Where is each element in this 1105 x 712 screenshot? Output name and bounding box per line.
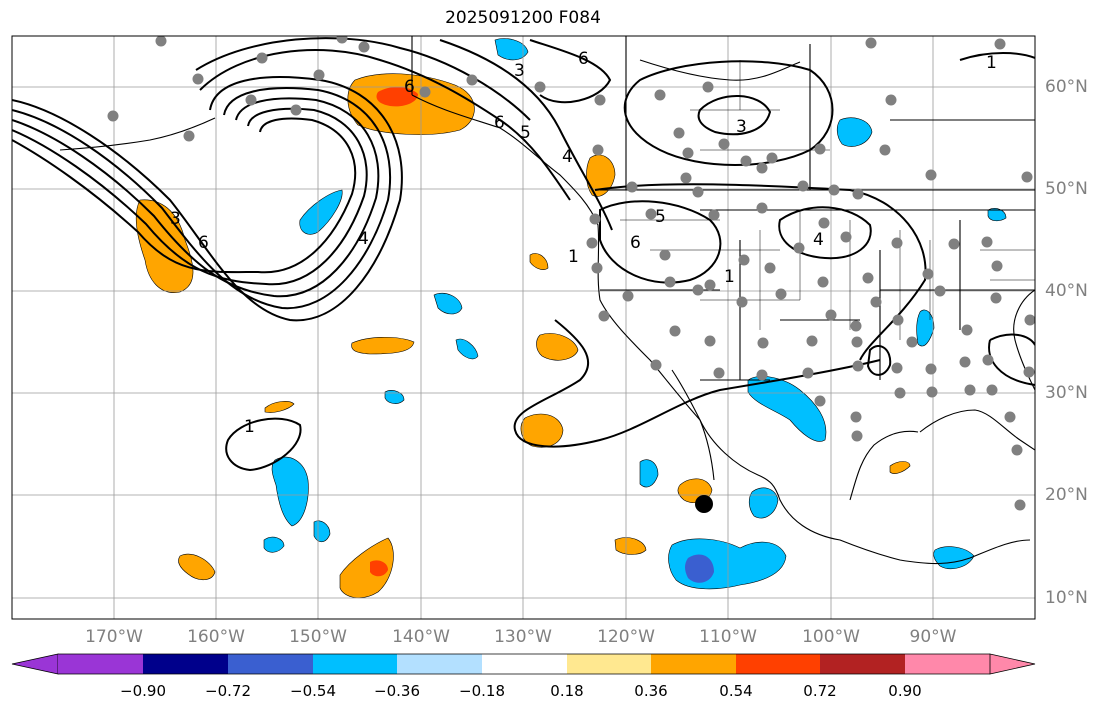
anomaly-blob: [370, 560, 388, 577]
colorbar-segment: [482, 654, 567, 674]
contour-label: 3: [514, 61, 525, 81]
colorbar-tick-label: −0.36: [374, 682, 420, 700]
colorbar-tick-label: 0.90: [888, 682, 922, 700]
colorbar-segment: [58, 654, 143, 674]
anomaly-blob: [271, 456, 309, 527]
anomaly-blob: [455, 338, 479, 360]
contour-label: 3: [170, 209, 181, 229]
station-markers: [107, 36, 1035, 511]
contour-label: 1: [244, 417, 255, 437]
contour-label: 4: [358, 229, 369, 249]
map-title: 2025091200 F084: [445, 8, 601, 28]
contour-label: 3: [736, 117, 747, 137]
contour-label: 6: [404, 77, 415, 97]
lat-label: 40°N: [1045, 281, 1088, 301]
contour-label: 1: [568, 247, 579, 267]
colorbar: [11, 653, 1036, 675]
colorbar-segment: [905, 654, 990, 674]
anomaly-blob: [836, 117, 873, 147]
political-borders: [620, 60, 1035, 340]
coastlines: [59, 36, 1035, 565]
lon-label: 170°W: [85, 627, 143, 647]
contour-label: 6: [198, 233, 209, 253]
anomaly-blob: [339, 537, 394, 599]
anomaly-blob: [685, 554, 714, 583]
colorbar-tick-label: 0.72: [803, 682, 837, 700]
contour-label: 6: [630, 233, 641, 253]
colorbar-segment: [651, 654, 736, 674]
contour-label: 5: [520, 123, 531, 143]
anomaly-blob: [987, 208, 1007, 222]
contour-label: 6: [494, 113, 505, 133]
map-frame: [11, 35, 1036, 620]
anomaly-blob: [520, 413, 564, 448]
anomaly-blob: [933, 546, 975, 569]
colorbar-segment: [143, 654, 228, 674]
colorbar-segment: [397, 654, 482, 674]
anomaly-blob: [384, 390, 405, 404]
contour-label: 1: [986, 53, 997, 73]
colorbar-tick-label: −0.90: [120, 682, 166, 700]
anomaly-blob: [313, 520, 331, 543]
lon-label: 130°W: [494, 627, 552, 647]
colorbar-tick-label: −0.72: [205, 682, 251, 700]
lat-label: 60°N: [1045, 77, 1088, 97]
anomaly-blob: [639, 459, 659, 488]
colorbar-segment: [820, 654, 905, 674]
lat-label: 50°N: [1045, 179, 1088, 199]
colorbar-segment: [567, 654, 651, 674]
anomaly-blob: [351, 337, 415, 355]
anomaly-blob: [299, 189, 343, 235]
colorbar-segment: [736, 654, 820, 674]
lon-label: 110°W: [699, 627, 757, 647]
focus-marker: [695, 495, 713, 513]
contour-label: 4: [813, 230, 824, 250]
anomaly-blob: [916, 309, 935, 347]
contour-label: 1: [724, 267, 735, 287]
anomaly-blob: [748, 487, 779, 519]
contour-label: 4: [562, 147, 573, 167]
anomaly-blob: [263, 536, 285, 553]
lat-label: 20°N: [1045, 485, 1088, 505]
anomaly-blob: [433, 292, 463, 315]
anomaly-blob: [264, 401, 295, 413]
lat-label: 10°N: [1045, 588, 1088, 608]
colorbar-segment: [313, 654, 397, 674]
lon-label: 120°W: [597, 627, 655, 647]
lon-label: 90°W: [909, 627, 957, 647]
anomaly-blob: [586, 154, 616, 197]
anomaly-blob: [536, 333, 579, 361]
colorbar-tick-label: −0.54: [290, 682, 336, 700]
lon-label: 150°W: [289, 627, 347, 647]
lon-label: 160°W: [187, 627, 245, 647]
anomaly-blob: [614, 537, 647, 555]
anomaly-blob: [747, 376, 827, 442]
anomaly-blob: [889, 461, 911, 474]
colorbar-over-arrow: [989, 653, 1036, 675]
anomaly-blob: [494, 38, 529, 61]
colorbar-tick-label: 0.18: [550, 682, 584, 700]
anomaly-blob: [135, 199, 194, 293]
colorbar-under-arrow: [11, 653, 59, 675]
contour-label: 6: [578, 49, 589, 69]
lon-label: 100°W: [802, 627, 860, 647]
contour-labels: 6 3 6 3 4 5 6 4 3 1 4 1 6 5 6 1 1: [170, 49, 997, 437]
contour-label: 5: [655, 207, 666, 227]
lat-label: 30°N: [1045, 383, 1088, 403]
colorbar-segment: [228, 654, 313, 674]
grid-lines: [12, 36, 1035, 619]
anomaly-blob: [376, 86, 418, 107]
colorbar-tick-label: 0.36: [634, 682, 668, 700]
anomaly-blob: [529, 253, 549, 270]
colorbar-tick-label: −0.18: [459, 682, 505, 700]
lon-label: 140°W: [392, 627, 450, 647]
colorbar-tick-label: 0.54: [719, 682, 753, 700]
anomaly-blob: [178, 553, 216, 581]
